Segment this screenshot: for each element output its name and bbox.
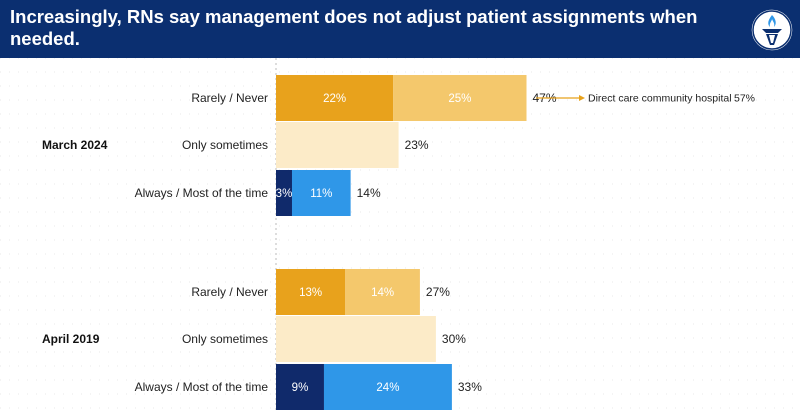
group-label: March 2024 <box>42 138 108 152</box>
total-label: 23% <box>405 138 429 152</box>
total-label: 27% <box>426 285 450 299</box>
data-label: 14% <box>371 287 394 299</box>
torch-logo-icon <box>750 8 794 52</box>
bar-segment <box>323 364 452 410</box>
category-label: Always / Most of the time <box>135 186 269 200</box>
data-label: 9% <box>292 382 309 394</box>
data-label: 25% <box>448 93 471 105</box>
annotation-text: Direct care community hospital <box>588 93 732 105</box>
data-label: 11% <box>310 188 332 200</box>
total-label: 33% <box>458 380 482 394</box>
annotation-arrow-head <box>579 95 585 101</box>
group-label: April 2019 <box>42 332 100 346</box>
bar-segment <box>393 75 527 121</box>
bar-segment <box>276 122 399 168</box>
category-label: Rarely / Never <box>191 91 268 105</box>
page-title: Increasingly, RNs say management does no… <box>10 6 698 49</box>
category-label: Only sometimes <box>182 138 268 152</box>
category-label: Rarely / Never <box>191 285 268 299</box>
bar-segment <box>276 316 436 362</box>
total-label: 30% <box>442 332 466 346</box>
header-banner: Increasingly, RNs say management does no… <box>0 0 800 58</box>
bar-segment <box>345 269 420 315</box>
total-label: 14% <box>357 186 381 200</box>
data-label: 3% <box>276 188 293 200</box>
data-label: 22% <box>323 93 346 105</box>
annotation-value: 57% <box>734 93 755 105</box>
bar-segment <box>276 170 292 216</box>
category-label: Always / Most of the time <box>135 380 269 394</box>
bar-segment <box>276 364 324 410</box>
bar-segment <box>276 269 346 315</box>
data-label: 24% <box>376 382 399 394</box>
bar-segment <box>276 75 394 121</box>
data-label: 13% <box>299 287 322 299</box>
bar-segment <box>291 170 351 216</box>
category-label: Only sometimes <box>182 332 268 346</box>
